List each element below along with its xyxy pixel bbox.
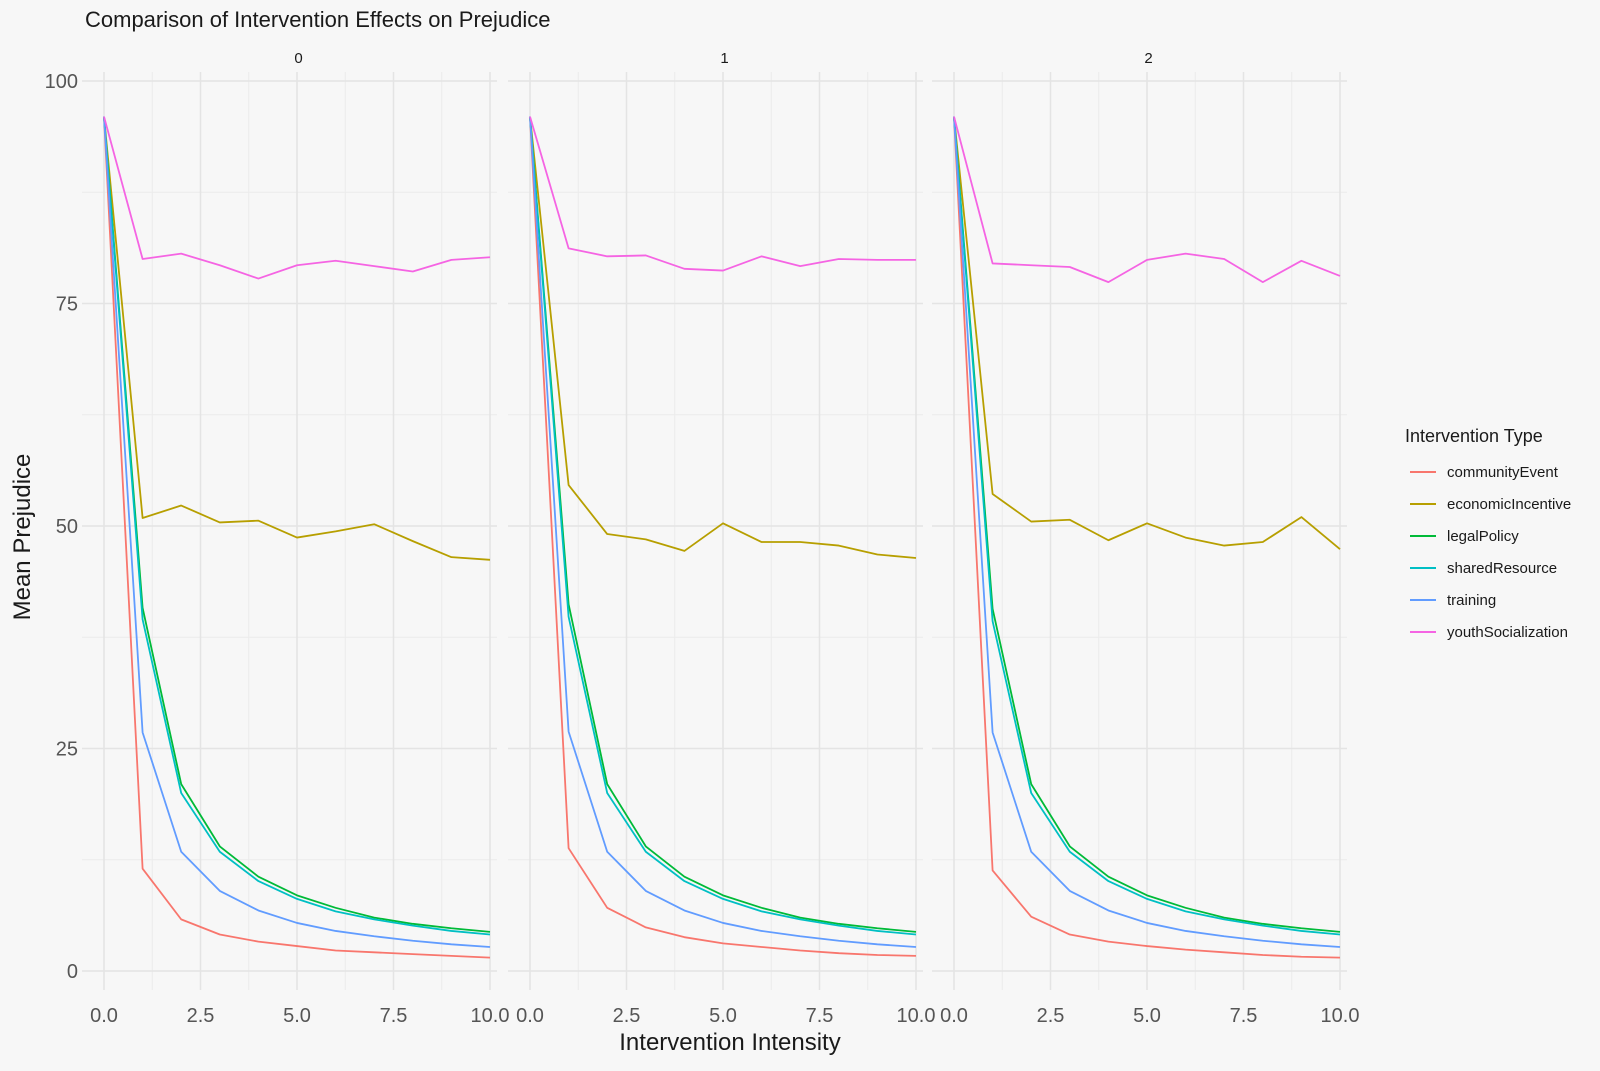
series-line-communityEvent <box>529 116 917 957</box>
legend-label: communityEvent <box>1447 464 1559 481</box>
legend: communityEvent economicIncentive legalPoli… <box>1410 464 1571 641</box>
x-tick-label: 5.0 <box>1133 1005 1161 1027</box>
x-tick-label: 10.0 <box>1321 1005 1360 1027</box>
series-line-sharedResource <box>953 116 1341 936</box>
x-tick-label: 7.5 <box>380 1005 408 1027</box>
series-line-sharedResource <box>103 116 491 936</box>
x-axis-label: Intervention Intensity <box>619 1029 840 1056</box>
facet-label: 1 <box>720 50 728 67</box>
series-line-youthSocialization <box>103 116 491 280</box>
series-line-training <box>953 116 1341 948</box>
series-line-communityEvent <box>953 116 1341 959</box>
y-tick-label: 75 <box>56 294 78 316</box>
series-line-economicIncentive <box>103 116 491 561</box>
facet-label: 0 <box>294 50 302 67</box>
series-line-legalPolicy <box>529 116 917 933</box>
y-tick-label: 50 <box>56 516 78 538</box>
x-tick-label: 0.0 <box>940 1005 968 1027</box>
x-tick-label: 7.5 <box>1230 1005 1258 1027</box>
series-line-legalPolicy <box>103 116 491 933</box>
x-tick-label: 10.0 <box>897 1005 936 1027</box>
x-tick-label: 0.0 <box>516 1005 544 1027</box>
series-line-training <box>103 116 491 948</box>
series-line-legalPolicy <box>953 116 1341 933</box>
facet-label: 2 <box>1144 50 1152 67</box>
legend-label: youthSocialization <box>1447 624 1568 641</box>
series-line-economicIncentive <box>529 116 917 559</box>
series-line-youthSocialization <box>529 116 916 272</box>
y-axis-label: Mean Prejudice <box>9 454 36 621</box>
legend-title: Intervention Type <box>1405 426 1543 446</box>
x-tick-label: 2.5 <box>1037 1005 1065 1027</box>
y-tick-label: 100 <box>45 71 78 93</box>
x-tick-label: 2.5 <box>187 1005 215 1027</box>
series-line-sharedResource <box>529 116 917 936</box>
x-tick-label: 7.5 <box>806 1005 834 1027</box>
x-tick-label: 5.0 <box>283 1005 311 1027</box>
x-tick-label: 10.0 <box>471 1005 510 1027</box>
legend-label: sharedResource <box>1447 560 1557 577</box>
series-line-communityEvent <box>103 116 491 959</box>
series-line-training <box>529 116 917 948</box>
legend-label: legalPolicy <box>1447 528 1519 545</box>
legend-label: economicIncentive <box>1447 496 1571 513</box>
legend-label: training <box>1447 592 1496 609</box>
series-line-economicIncentive <box>953 116 1341 550</box>
x-tick-label: 5.0 <box>709 1005 737 1027</box>
series-line-youthSocialization <box>953 116 1341 284</box>
chart-title: Comparison of Intervention Effects on Pr… <box>85 7 551 32</box>
x-tick-label: 2.5 <box>613 1005 641 1027</box>
y-tick-label: 25 <box>56 739 78 761</box>
y-tick-label: 0 <box>67 961 78 983</box>
x-tick-label: 0.0 <box>90 1005 118 1027</box>
